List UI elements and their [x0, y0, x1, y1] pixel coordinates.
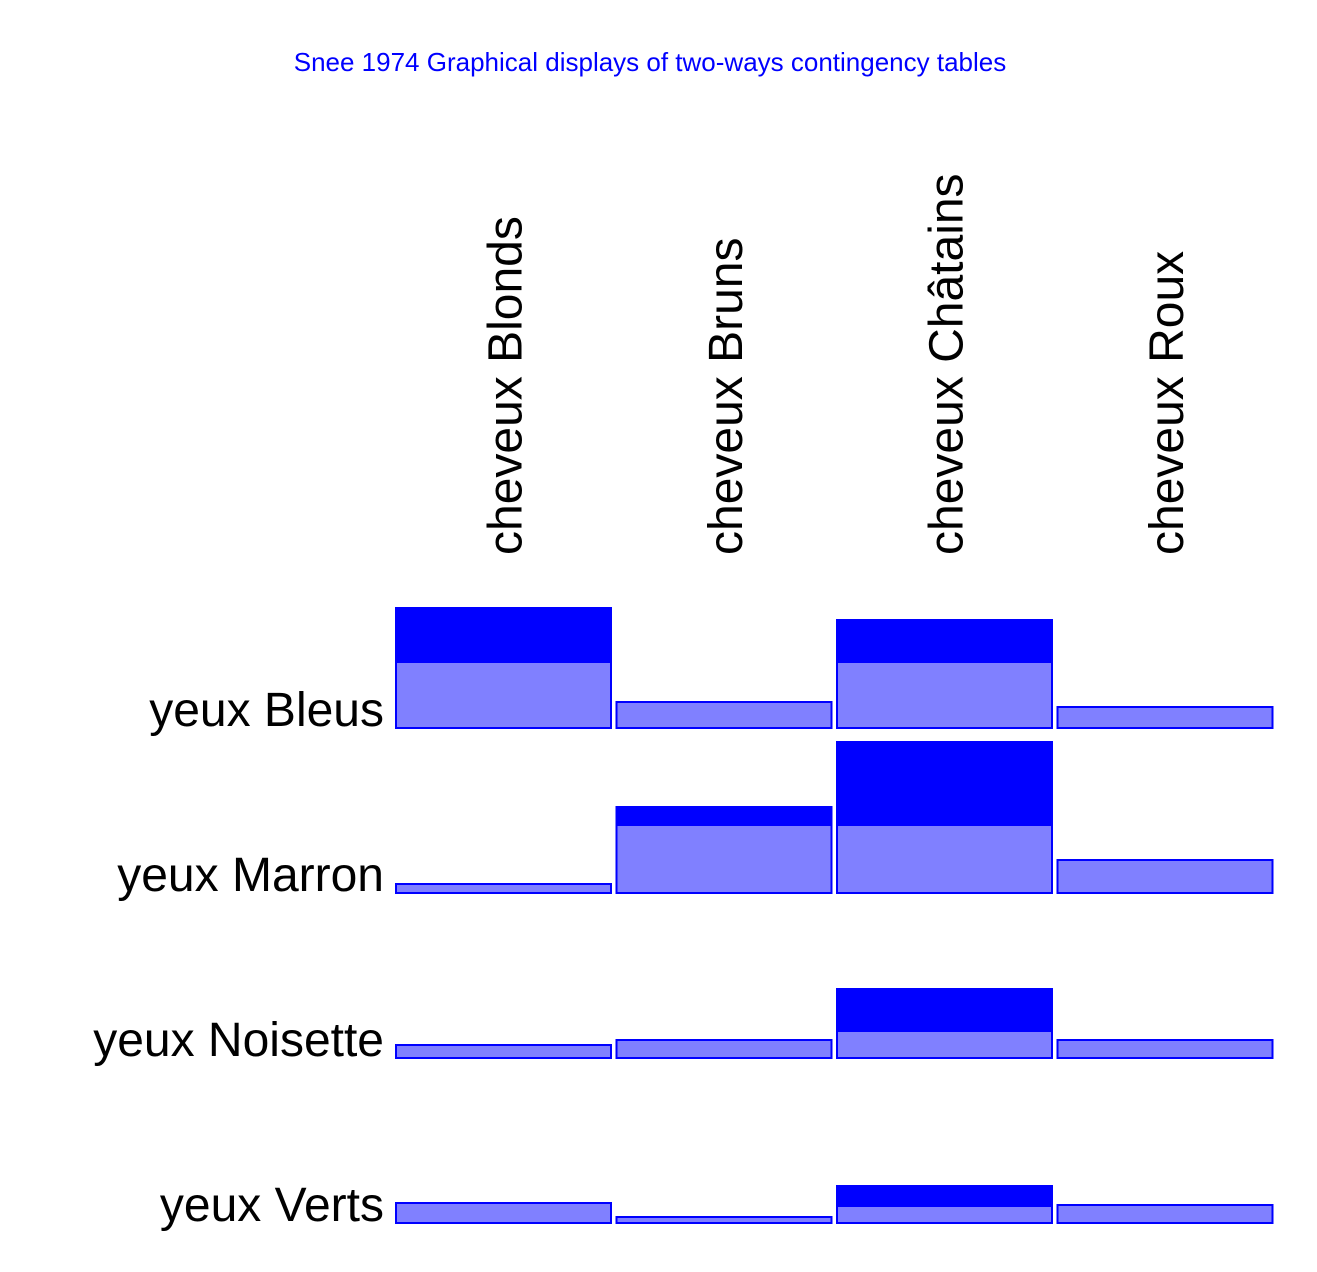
bar: [836, 661, 1053, 729]
column-label: cheveux Bruns: [700, 237, 753, 555]
bar: [615, 824, 833, 894]
bar: [395, 1044, 612, 1059]
bar: [615, 1039, 833, 1059]
bar-excess: [836, 1185, 1053, 1207]
bar: [395, 883, 612, 894]
bar-excess: [836, 619, 1053, 663]
column-label: cheveux Roux: [1141, 251, 1194, 555]
bar: [1056, 859, 1274, 894]
bar: [615, 701, 833, 729]
chart-title: Snee 1974 Graphical displays of two-ways…: [294, 47, 1007, 77]
row-label: yeux Bleus: [149, 684, 384, 737]
bar: [836, 1030, 1053, 1059]
bar-excess: [395, 607, 612, 663]
bar: [836, 824, 1053, 894]
row-label: yeux Marron: [117, 849, 384, 902]
bar: [1056, 706, 1274, 729]
bar: [1056, 1039, 1274, 1059]
bar: [395, 661, 612, 729]
row-label: yeux Noisette: [93, 1014, 384, 1067]
bar-excess: [836, 988, 1053, 1032]
row-label: yeux Verts: [160, 1179, 384, 1232]
column-label: cheveux Châtains: [921, 173, 974, 555]
bar: [836, 1205, 1053, 1224]
bar-excess: [615, 806, 833, 826]
column-label: cheveux Blonds: [480, 216, 533, 555]
bar: [615, 1216, 833, 1224]
bar: [1056, 1204, 1274, 1224]
bar: [395, 1202, 612, 1224]
bar-excess: [836, 741, 1053, 826]
